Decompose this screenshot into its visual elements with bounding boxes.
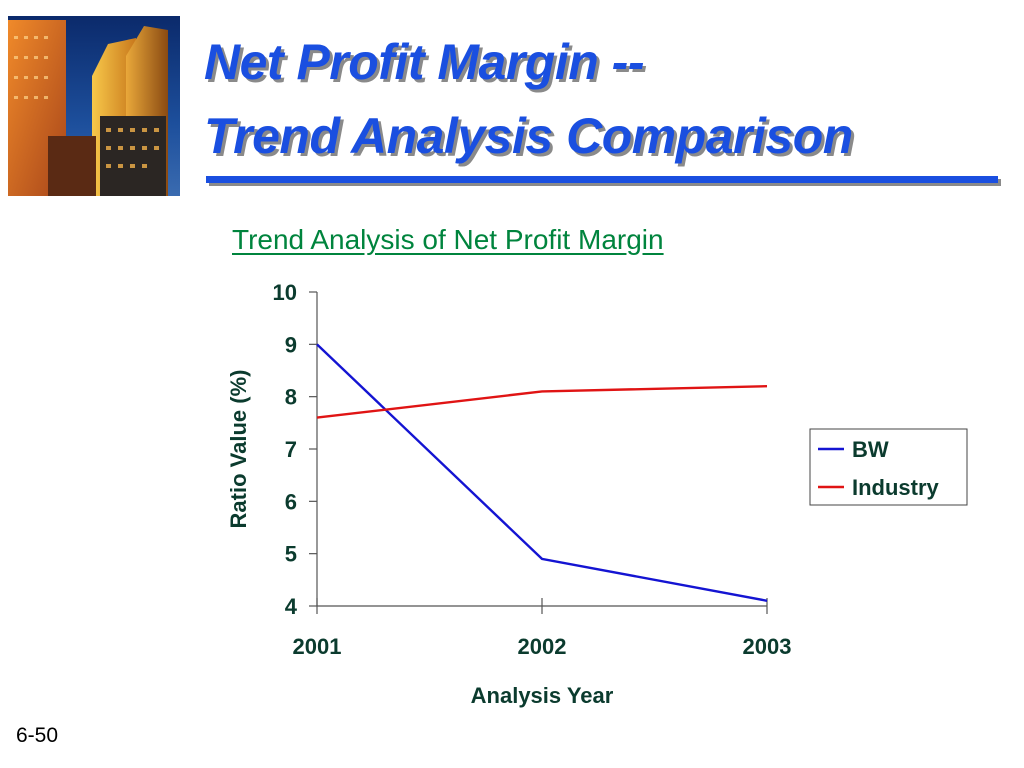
legend-label-industry: Industry xyxy=(852,475,940,500)
chart-title: Trend Analysis of Net Profit Margin xyxy=(232,224,664,255)
city-skyline-image xyxy=(8,16,180,196)
series-line-bw xyxy=(316,343,768,602)
y-tick-label: 7 xyxy=(285,437,297,462)
y-tick-label: 8 xyxy=(285,385,297,410)
x-tick-label: 2002 xyxy=(518,634,567,659)
x-tick-label: 2003 xyxy=(743,634,792,659)
slide-number: 6-50 xyxy=(16,724,59,747)
y-tick-label: 10 xyxy=(273,280,297,305)
x-axis-label: Analysis Year xyxy=(471,683,614,708)
y-axis-label: Ratio Value (%) xyxy=(226,370,251,529)
y-tick-label: 4 xyxy=(285,594,298,619)
slide-title-line-2: Trend Analysis Comparison xyxy=(204,108,853,164)
legend-box xyxy=(809,428,968,506)
slide-title-line-1: Net Profit Margin -- xyxy=(204,34,644,90)
y-tick-label: 9 xyxy=(285,332,297,357)
series-line-industry xyxy=(316,385,768,419)
title-underline-rule xyxy=(206,176,998,183)
x-tick-label: 2001 xyxy=(293,634,342,659)
legend-label-bw: BW xyxy=(852,437,889,462)
y-tick-label: 5 xyxy=(285,542,297,567)
y-tick-label: 6 xyxy=(285,489,297,514)
